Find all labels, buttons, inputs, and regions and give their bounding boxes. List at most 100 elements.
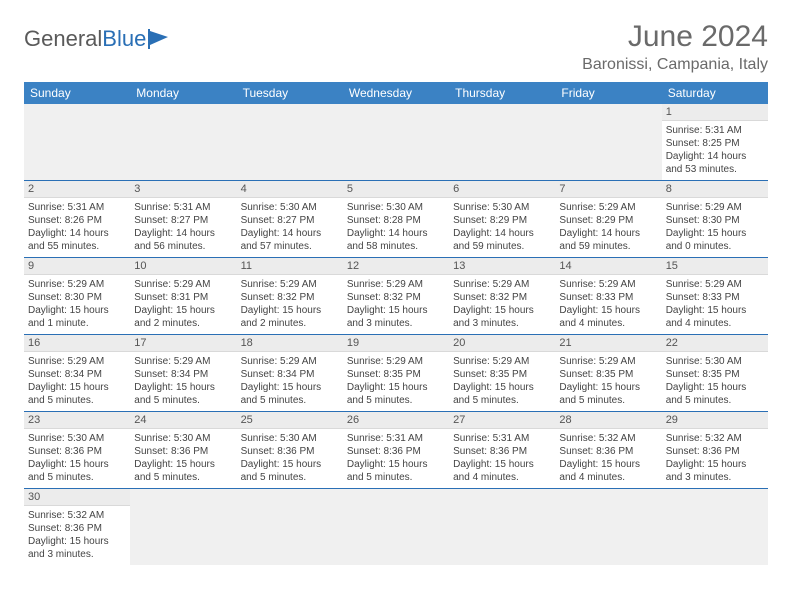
daylight-line: Daylight: 15 hours and 4 minutes. xyxy=(559,458,657,484)
day-body: Sunrise: 5:30 AMSunset: 8:27 PMDaylight:… xyxy=(237,198,343,257)
daylight-line: Daylight: 15 hours and 2 minutes. xyxy=(134,304,232,330)
sunset-line: Sunset: 8:29 PM xyxy=(559,214,657,227)
daylight-line: Daylight: 14 hours and 59 minutes. xyxy=(559,227,657,253)
day-number: 9 xyxy=(24,258,130,275)
daylight-line: Daylight: 15 hours and 0 minutes. xyxy=(666,227,764,253)
daylight-line: Daylight: 15 hours and 2 minutes. xyxy=(241,304,339,330)
sunrise-line: Sunrise: 5:29 AM xyxy=(666,201,764,214)
day-body: Sunrise: 5:29 AMSunset: 8:34 PMDaylight:… xyxy=(130,352,236,411)
daylight-line: Daylight: 15 hours and 5 minutes. xyxy=(241,381,339,407)
daylight-line: Daylight: 15 hours and 5 minutes. xyxy=(241,458,339,484)
day-number: 15 xyxy=(662,258,768,275)
day-number: 12 xyxy=(343,258,449,275)
weekday-header: Tuesday xyxy=(237,82,343,104)
day-number: 20 xyxy=(449,335,555,352)
weekday-header: Thursday xyxy=(449,82,555,104)
calendar-cell: 22Sunrise: 5:30 AMSunset: 8:35 PMDayligh… xyxy=(662,335,768,412)
day-body: Sunrise: 5:31 AMSunset: 8:36 PMDaylight:… xyxy=(449,429,555,488)
day-body: Sunrise: 5:29 AMSunset: 8:30 PMDaylight:… xyxy=(662,198,768,257)
calendar-table: Sunday Monday Tuesday Wednesday Thursday… xyxy=(24,82,768,565)
sunset-line: Sunset: 8:36 PM xyxy=(347,445,445,458)
sunset-line: Sunset: 8:29 PM xyxy=(453,214,551,227)
sunrise-line: Sunrise: 5:30 AM xyxy=(666,355,764,368)
sunrise-line: Sunrise: 5:30 AM xyxy=(241,432,339,445)
day-number: 14 xyxy=(555,258,661,275)
sunrise-line: Sunrise: 5:29 AM xyxy=(347,278,445,291)
sunset-line: Sunset: 8:36 PM xyxy=(134,445,232,458)
day-number: 13 xyxy=(449,258,555,275)
sunrise-line: Sunrise: 5:29 AM xyxy=(347,355,445,368)
calendar-week-row: 23Sunrise: 5:30 AMSunset: 8:36 PMDayligh… xyxy=(24,412,768,489)
sunrise-line: Sunrise: 5:29 AM xyxy=(241,278,339,291)
sunset-line: Sunset: 8:36 PM xyxy=(241,445,339,458)
weekday-header: Sunday xyxy=(24,82,130,104)
calendar-cell xyxy=(555,489,661,566)
day-number: 23 xyxy=(24,412,130,429)
calendar-cell xyxy=(449,489,555,566)
calendar-cell: 20Sunrise: 5:29 AMSunset: 8:35 PMDayligh… xyxy=(449,335,555,412)
calendar-cell xyxy=(449,104,555,181)
daylight-line: Daylight: 15 hours and 5 minutes. xyxy=(347,458,445,484)
day-body: Sunrise: 5:29 AMSunset: 8:33 PMDaylight:… xyxy=(662,275,768,334)
sunrise-line: Sunrise: 5:31 AM xyxy=(453,432,551,445)
calendar-cell: 11Sunrise: 5:29 AMSunset: 8:32 PMDayligh… xyxy=(237,258,343,335)
day-body: Sunrise: 5:30 AMSunset: 8:28 PMDaylight:… xyxy=(343,198,449,257)
weekday-header-row: Sunday Monday Tuesday Wednesday Thursday… xyxy=(24,82,768,104)
sunrise-line: Sunrise: 5:30 AM xyxy=(453,201,551,214)
day-body: Sunrise: 5:31 AMSunset: 8:26 PMDaylight:… xyxy=(24,198,130,257)
calendar-cell: 16Sunrise: 5:29 AMSunset: 8:34 PMDayligh… xyxy=(24,335,130,412)
day-body: Sunrise: 5:29 AMSunset: 8:34 PMDaylight:… xyxy=(237,352,343,411)
sunset-line: Sunset: 8:34 PM xyxy=(134,368,232,381)
day-body: Sunrise: 5:31 AMSunset: 8:25 PMDaylight:… xyxy=(662,121,768,180)
daylight-line: Daylight: 15 hours and 5 minutes. xyxy=(28,381,126,407)
day-number: 22 xyxy=(662,335,768,352)
calendar-week-row: 2Sunrise: 5:31 AMSunset: 8:26 PMDaylight… xyxy=(24,181,768,258)
daylight-line: Daylight: 14 hours and 56 minutes. xyxy=(134,227,232,253)
day-number: 16 xyxy=(24,335,130,352)
sunset-line: Sunset: 8:34 PM xyxy=(28,368,126,381)
calendar-week-row: 1Sunrise: 5:31 AMSunset: 8:25 PMDaylight… xyxy=(24,104,768,181)
calendar-cell: 24Sunrise: 5:30 AMSunset: 8:36 PMDayligh… xyxy=(130,412,236,489)
calendar-week-row: 16Sunrise: 5:29 AMSunset: 8:34 PMDayligh… xyxy=(24,335,768,412)
sunrise-line: Sunrise: 5:29 AM xyxy=(134,278,232,291)
daylight-line: Daylight: 14 hours and 57 minutes. xyxy=(241,227,339,253)
day-number: 30 xyxy=(24,489,130,506)
sunset-line: Sunset: 8:35 PM xyxy=(453,368,551,381)
daylight-line: Daylight: 14 hours and 53 minutes. xyxy=(666,150,764,176)
calendar-cell: 13Sunrise: 5:29 AMSunset: 8:32 PMDayligh… xyxy=(449,258,555,335)
calendar-cell xyxy=(237,489,343,566)
sunset-line: Sunset: 8:27 PM xyxy=(241,214,339,227)
sunset-line: Sunset: 8:30 PM xyxy=(28,291,126,304)
day-body: Sunrise: 5:32 AMSunset: 8:36 PMDaylight:… xyxy=(662,429,768,488)
day-body: Sunrise: 5:29 AMSunset: 8:35 PMDaylight:… xyxy=(343,352,449,411)
sunrise-line: Sunrise: 5:30 AM xyxy=(134,432,232,445)
location: Baronissi, Campania, Italy xyxy=(582,56,768,74)
calendar-cell: 3Sunrise: 5:31 AMSunset: 8:27 PMDaylight… xyxy=(130,181,236,258)
sunrise-line: Sunrise: 5:29 AM xyxy=(453,278,551,291)
logo-flag-icon xyxy=(148,29,174,49)
day-number: 4 xyxy=(237,181,343,198)
sunset-line: Sunset: 8:36 PM xyxy=(453,445,551,458)
weekday-header: Saturday xyxy=(662,82,768,104)
day-body: Sunrise: 5:30 AMSunset: 8:36 PMDaylight:… xyxy=(130,429,236,488)
weekday-header: Friday xyxy=(555,82,661,104)
daylight-line: Daylight: 15 hours and 3 minutes. xyxy=(347,304,445,330)
sunrise-line: Sunrise: 5:31 AM xyxy=(28,201,126,214)
day-body: Sunrise: 5:29 AMSunset: 8:32 PMDaylight:… xyxy=(237,275,343,334)
sunrise-line: Sunrise: 5:29 AM xyxy=(559,355,657,368)
calendar-cell: 30Sunrise: 5:32 AMSunset: 8:36 PMDayligh… xyxy=(24,489,130,566)
sunrise-line: Sunrise: 5:30 AM xyxy=(241,201,339,214)
calendar-cell: 8Sunrise: 5:29 AMSunset: 8:30 PMDaylight… xyxy=(662,181,768,258)
day-body: Sunrise: 5:29 AMSunset: 8:32 PMDaylight:… xyxy=(449,275,555,334)
day-body: Sunrise: 5:29 AMSunset: 8:34 PMDaylight:… xyxy=(24,352,130,411)
daylight-line: Daylight: 15 hours and 5 minutes. xyxy=(28,458,126,484)
day-number: 8 xyxy=(662,181,768,198)
header: GeneralBlue June 2024 Baronissi, Campani… xyxy=(24,20,768,74)
day-number: 1 xyxy=(662,104,768,121)
sunset-line: Sunset: 8:32 PM xyxy=(453,291,551,304)
calendar-cell: 5Sunrise: 5:30 AMSunset: 8:28 PMDaylight… xyxy=(343,181,449,258)
day-body: Sunrise: 5:30 AMSunset: 8:29 PMDaylight:… xyxy=(449,198,555,257)
day-number: 7 xyxy=(555,181,661,198)
sunset-line: Sunset: 8:35 PM xyxy=(347,368,445,381)
calendar-cell: 7Sunrise: 5:29 AMSunset: 8:29 PMDaylight… xyxy=(555,181,661,258)
